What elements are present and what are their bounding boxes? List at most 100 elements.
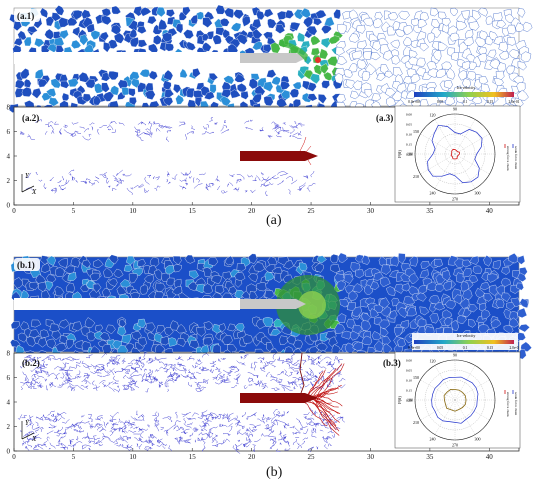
force-chain-segment — [242, 426, 245, 430]
ice-floe — [51, 330, 62, 341]
ice-floe — [390, 39, 401, 49]
force-chain-segment — [20, 386, 24, 390]
force-chain-segment — [36, 427, 43, 432]
force-chain-segment — [99, 174, 108, 179]
force-chain-segment — [259, 129, 264, 132]
force-chain-segment — [60, 187, 67, 191]
ice-floe — [389, 269, 399, 279]
force-chain-segment — [74, 420, 83, 426]
force-chain-segment — [88, 440, 96, 444]
ice-floe — [173, 264, 182, 273]
force-chain-segment — [254, 424, 261, 428]
force-chain-segment — [325, 361, 331, 364]
ice-floe — [441, 18, 451, 27]
ice-floe — [72, 10, 83, 21]
force-chain-segment — [102, 381, 110, 387]
force-chain-segment — [154, 368, 160, 372]
force-chain-segment — [245, 126, 253, 130]
ice-floe — [175, 94, 184, 105]
force-chain-segment — [235, 417, 240, 422]
ice-floe — [72, 26, 81, 37]
ice-floe — [67, 78, 79, 87]
force-chain-segment — [173, 378, 177, 382]
force-chain-segment — [271, 176, 279, 180]
force-chain-segment — [40, 367, 49, 374]
force-chain-segment — [139, 432, 144, 439]
ice-floe — [264, 271, 275, 281]
force-chain-segment — [267, 362, 274, 365]
force-chain-segment — [118, 177, 125, 182]
force-chain-segment — [306, 186, 311, 192]
ice-floe — [175, 23, 184, 34]
force-chain-segment — [195, 388, 205, 392]
ice-floe — [508, 252, 520, 264]
force-chain-segment — [298, 382, 304, 386]
polar-angle-label: 210 — [413, 420, 419, 425]
force-chain-segment — [66, 423, 75, 430]
ice-floe — [228, 286, 238, 295]
force-chain-segment — [263, 361, 267, 367]
force-chain-segment — [328, 380, 334, 385]
ice-floe — [236, 33, 248, 45]
force-chain-segment — [75, 375, 80, 379]
force-chain-segment — [259, 359, 263, 364]
force-chain-segment — [294, 427, 301, 434]
force-chain-segment — [306, 421, 312, 425]
force-chain-segment — [250, 362, 254, 369]
ice-floe — [385, 87, 396, 98]
force-chain-segment — [215, 434, 218, 437]
force-chain-segment — [69, 441, 73, 445]
force-chain-segment — [32, 377, 40, 381]
force-chain-segment — [148, 121, 151, 125]
force-chain-segment — [162, 445, 166, 449]
ice-floe — [403, 36, 413, 46]
force-chain-segment — [211, 416, 214, 420]
force-chain-segment — [294, 359, 300, 364]
force-chain-segment — [46, 385, 48, 391]
force-chain-segment — [334, 357, 336, 362]
force-chain-segment — [124, 173, 132, 177]
strong-chain-segment — [312, 391, 338, 398]
force-chain-segment — [175, 425, 180, 429]
force-chain-segment — [29, 415, 34, 419]
ice-floe — [256, 10, 265, 20]
ice-floe — [323, 71, 334, 81]
force-chain-segment — [35, 428, 39, 434]
force-chain-segment — [157, 440, 160, 444]
ice-floe — [23, 36, 32, 47]
ice-floe — [147, 331, 157, 341]
force-chain-segment — [320, 377, 325, 382]
force-chain-segment — [190, 125, 196, 130]
force-chain-segment — [166, 136, 169, 143]
force-chain-segment — [112, 428, 118, 434]
ice-floe — [306, 25, 318, 36]
force-chain-segment — [279, 442, 282, 445]
force-chain-segment — [128, 378, 134, 384]
force-chain-segment — [196, 428, 199, 432]
ice-floe — [202, 283, 213, 294]
polar-angle-label: 270 — [452, 443, 458, 448]
force-chain-segment — [88, 447, 91, 451]
ice-floe — [417, 19, 428, 29]
polar-angle-label: 180 — [407, 152, 413, 157]
strong-chain-segment — [316, 387, 340, 398]
force-chain-segment — [26, 433, 32, 440]
y-axis-ticks-a: 0 2 4 6 8 — [7, 104, 17, 210]
force-chain-segment — [211, 432, 214, 435]
caption-b: (b) — [266, 465, 283, 480]
force-chain-segment — [97, 426, 103, 431]
force-chain-segment — [17, 414, 23, 420]
ice-floe — [408, 272, 419, 285]
force-chain-segment — [35, 421, 39, 426]
force-chain-segment — [317, 380, 320, 384]
ice-floe — [285, 9, 295, 19]
ice-floe — [517, 8, 526, 18]
force-chain-segment — [122, 173, 126, 176]
force-chain-segment — [76, 375, 82, 379]
legend-weak-label: weak force chain — [514, 392, 518, 415]
force-chain-segment — [186, 131, 194, 135]
ice-floe — [426, 281, 438, 291]
force-chain-segment — [144, 368, 147, 372]
force-chain-segment — [174, 437, 178, 440]
force-chain-segment — [134, 360, 141, 365]
